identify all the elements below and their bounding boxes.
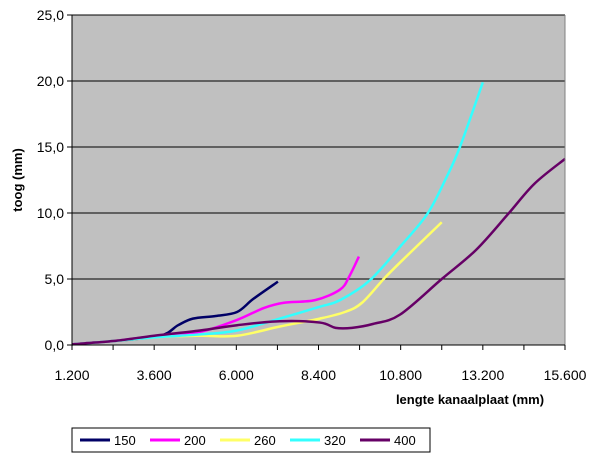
x-axis-title: lengte kanaalplaat (mm) <box>396 392 544 407</box>
legend-label: 150 <box>114 433 136 448</box>
series-line-320 <box>71 81 485 346</box>
legend-label: 260 <box>254 433 276 448</box>
y-tick-label: 25,0 <box>37 7 64 23</box>
legend-label: 320 <box>324 433 346 448</box>
legend-label: 400 <box>394 433 416 448</box>
x-tick-label: 10.800 <box>379 367 422 383</box>
y-axis-title: toog (mm) <box>10 148 25 212</box>
x-tick-label: 13.200 <box>461 367 504 383</box>
y-tick-label: 20,0 <box>37 73 64 89</box>
x-tick-label: 3.600 <box>137 367 172 383</box>
series-line-400 <box>71 157 566 346</box>
x-tick-label: 15.600 <box>544 367 587 383</box>
y-tick-label: 0,0 <box>45 337 65 353</box>
y-tick-label: 5,0 <box>45 271 65 287</box>
y-tick-label: 10,0 <box>37 205 64 221</box>
legend-label: 200 <box>184 433 206 448</box>
x-tick-label: 8.400 <box>301 367 336 383</box>
x-tick-label: 6.000 <box>219 367 254 383</box>
plot-area <box>72 15 565 345</box>
y-tick-label: 15,0 <box>37 139 64 155</box>
x-tick-label: 1.200 <box>54 367 89 383</box>
